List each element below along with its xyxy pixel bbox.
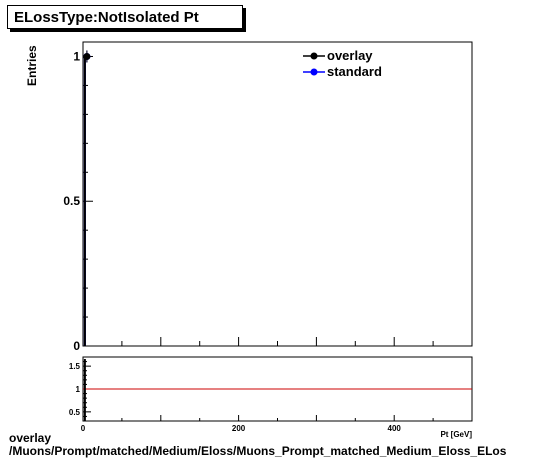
ratio-tick-labels: 0.5 1 1.5 0 200 400 (69, 362, 402, 433)
y-tick-label: 0.5 (63, 194, 80, 208)
chart-title: ELossType:NotIsolated Pt (14, 9, 199, 26)
legend-label-overlay: overlay (327, 48, 373, 63)
main-axis-ticks (82, 55, 473, 347)
ratio-axis-ticks (82, 361, 473, 421)
main-series-layer (83, 50, 91, 346)
y-tick-label: 0 (73, 339, 80, 353)
chart-title-box: ELossType:NotIsolated Pt (7, 5, 243, 29)
main-frame-rect (82, 41, 473, 347)
caption-line-1: overlay (9, 431, 52, 445)
legend-marker-standard (310, 68, 318, 76)
caption-line-2: /Muons/Prompt/matched/Medium/Eloss/Muons… (9, 444, 507, 458)
main-plot-frame (82, 41, 473, 347)
ratio-y-tick-label: 1 (76, 385, 81, 394)
y-tick-label: 1 (73, 49, 80, 63)
legend-marker-overlay (310, 52, 318, 60)
ratio-x-tick-label: 0 (81, 424, 86, 433)
y-axis-title: Entries (25, 45, 39, 86)
ratio-y-tick-label: 1.5 (69, 362, 81, 371)
ratio-x-tick-label: 400 (388, 424, 402, 433)
series-point-overlay (83, 52, 91, 60)
ratio-reference-layer (83, 359, 472, 421)
main-y-tick-labels: 00.51 (63, 49, 80, 353)
x-axis-title: Pt [GeV] (440, 430, 472, 439)
legend-label-standard: standard (327, 64, 382, 79)
caption: overlay /Muons/Prompt/matched/Medium/Elo… (9, 432, 506, 458)
ratio-y-tick-label: 0.5 (69, 408, 81, 417)
ratio-x-tick-label: 200 (232, 424, 246, 433)
